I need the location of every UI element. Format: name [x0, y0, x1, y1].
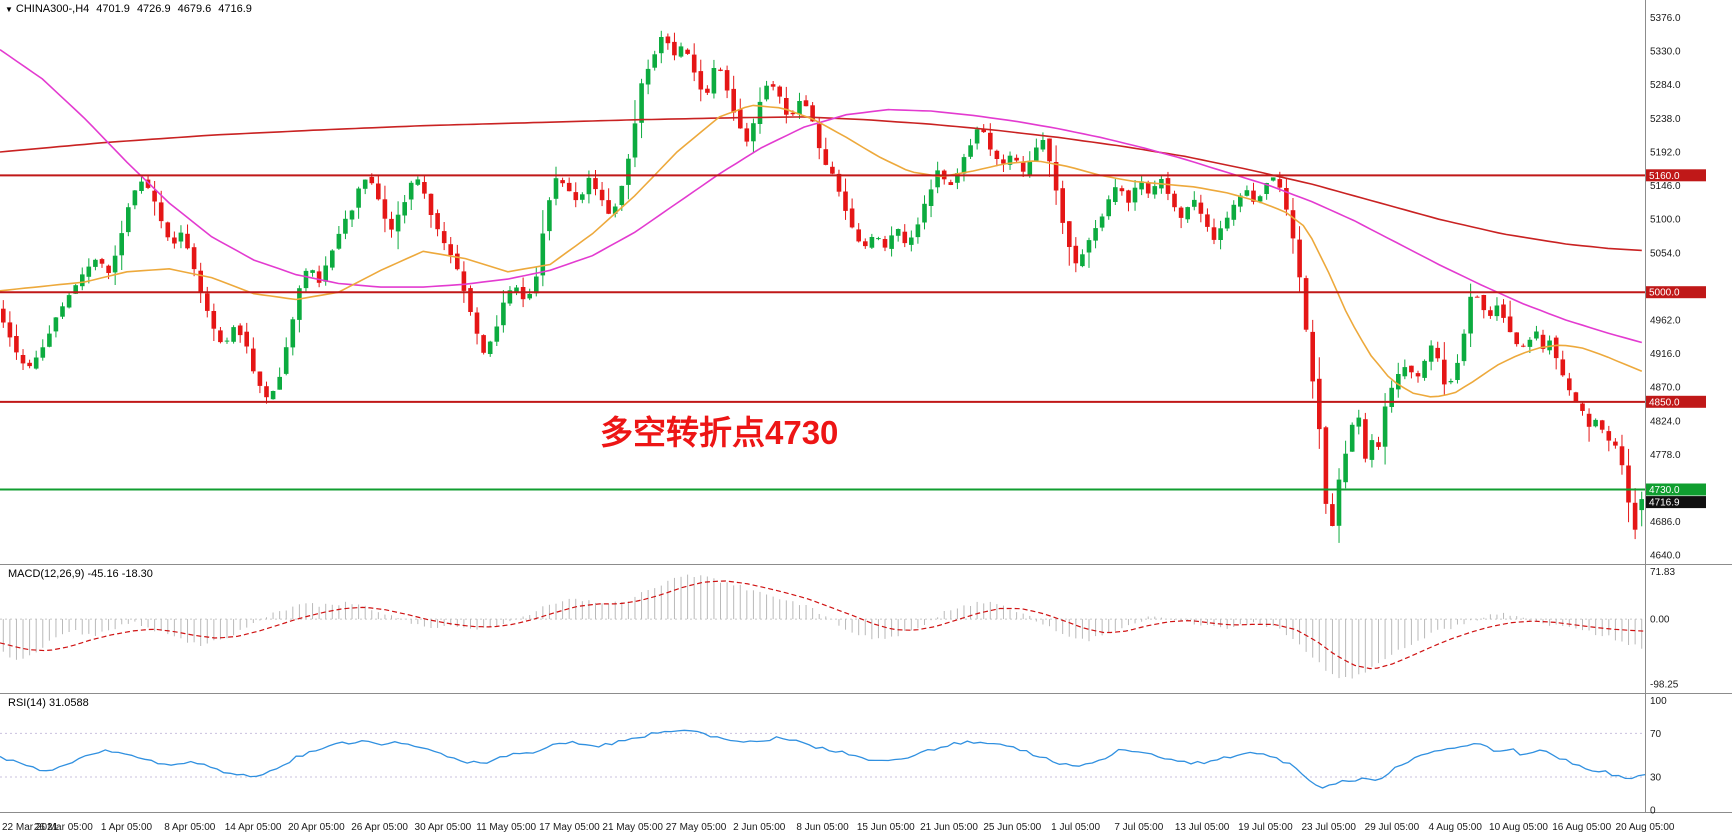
svg-text:5330.0: 5330.0	[1650, 47, 1681, 58]
svg-text:5100.0: 5100.0	[1650, 215, 1681, 226]
svg-text:5160.0: 5160.0	[1649, 171, 1680, 182]
svg-text:8 Apr 05:00: 8 Apr 05:00	[164, 822, 216, 833]
macd-name: MACD(12,26,9)	[8, 568, 85, 580]
svg-text:4640.0: 4640.0	[1650, 551, 1681, 562]
ohlc-close: 4716.9	[218, 3, 252, 15]
svg-text:8 Jun 05:00: 8 Jun 05:00	[796, 822, 849, 833]
svg-text:16 Aug 05:00: 16 Aug 05:00	[1552, 822, 1611, 833]
svg-text:26 Mar 05:00: 26 Mar 05:00	[34, 822, 93, 833]
price-level-badge	[1646, 169, 1706, 182]
candles	[1, 30, 1644, 543]
macd-signal-line	[0, 580, 1644, 670]
svg-text:4824.0: 4824.0	[1650, 416, 1681, 427]
svg-text:20 Apr 05:00: 20 Apr 05:00	[288, 822, 345, 833]
price-level-badge	[1646, 395, 1706, 408]
svg-text:27 May 05:00: 27 May 05:00	[666, 822, 727, 833]
rsi-panel[interactable]: 100 70 30 0	[0, 696, 1667, 816]
ma-slow-red	[0, 116, 1642, 252]
svg-text:26 Apr 05:00: 26 Apr 05:00	[351, 822, 408, 833]
svg-text:22 Mar 2021: 22 Mar 2021	[2, 822, 59, 833]
svg-text:5284.0: 5284.0	[1650, 80, 1681, 91]
svg-text:5238.0: 5238.0	[1650, 114, 1681, 125]
svg-text:13 Jul 05:00: 13 Jul 05:00	[1175, 822, 1230, 833]
svg-text:1 Apr 05:00: 1 Apr 05:00	[101, 822, 153, 833]
panel-splitter[interactable]	[0, 693, 1732, 694]
svg-text:100: 100	[1650, 696, 1667, 707]
svg-text:2 Jun 05:00: 2 Jun 05:00	[733, 822, 786, 833]
price-scale[interactable]: 5376.0 5330.0 5284.0 5238.0 5192.0 5146.0 5100…	[1646, 13, 1706, 562]
symbol-dropdown-icon[interactable]: ▼	[5, 5, 13, 14]
ohlc-open: 4701.9	[96, 3, 130, 15]
svg-text:5146.0: 5146.0	[1650, 181, 1681, 192]
svg-text:30 Apr 05:00: 30 Apr 05:00	[415, 822, 472, 833]
ma-fast-orange	[0, 104, 1643, 398]
svg-text:5192.0: 5192.0	[1650, 148, 1681, 159]
svg-text:5000.0: 5000.0	[1649, 288, 1680, 299]
svg-text:70: 70	[1650, 729, 1662, 740]
svg-text:17 May 05:00: 17 May 05:00	[539, 822, 600, 833]
svg-text:4962.0: 4962.0	[1650, 316, 1681, 327]
rsi-value: 31.0588	[48, 697, 89, 709]
svg-text:7 Jul 05:00: 7 Jul 05:00	[1114, 822, 1163, 833]
panel-splitter[interactable]	[0, 564, 1732, 565]
horizontal-level-lines[interactable]	[0, 174, 1645, 491]
svg-text:4778.0: 4778.0	[1650, 450, 1681, 461]
svg-text:23 Jul 05:00: 23 Jul 05:00	[1301, 822, 1356, 833]
svg-text:14 Apr 05:00: 14 Apr 05:00	[225, 822, 282, 833]
ma-lines	[0, 49, 1643, 398]
svg-text:10 Aug 05:00: 10 Aug 05:00	[1489, 822, 1548, 833]
price-level-badge	[1646, 286, 1706, 299]
svg-text:21 May 05:00: 21 May 05:00	[602, 822, 663, 833]
svg-text:30: 30	[1650, 773, 1662, 784]
panel-splitter[interactable]	[0, 812, 1732, 813]
svg-text:5376.0: 5376.0	[1650, 13, 1681, 24]
svg-text:4 Aug 05:00: 4 Aug 05:00	[1429, 822, 1483, 833]
ma-mid-magenta	[0, 49, 1643, 344]
svg-text:11 May 05:00: 11 May 05:00	[476, 822, 536, 833]
svg-text:1 Jul 05:00: 1 Jul 05:00	[1051, 822, 1100, 833]
svg-text:29 Jul 05:00: 29 Jul 05:00	[1365, 822, 1420, 833]
svg-text:4716.9: 4716.9	[1649, 498, 1680, 509]
svg-text:4850.0: 4850.0	[1649, 397, 1680, 408]
svg-text:25 Jun 05:00: 25 Jun 05:00	[983, 822, 1041, 833]
macd-panel[interactable]: 71.83 0.00 -98.25	[0, 567, 1679, 690]
symbol-period-label: CHINA300-,H4	[15, 3, 90, 15]
annotation-text: 多空转折点4730	[600, 414, 839, 451]
svg-text:15 Jun 05:00: 15 Jun 05:00	[857, 822, 915, 833]
svg-text:4686.0: 4686.0	[1650, 517, 1681, 528]
rsi-line	[0, 729, 1646, 789]
svg-text:20 Aug 05:00: 20 Aug 05:00	[1616, 822, 1675, 833]
svg-text:4730.0: 4730.0	[1649, 485, 1680, 496]
macd-indicator-label: MACD(12,26,9) -45.16 -18.30	[8, 568, 153, 580]
scale-separator	[1645, 0, 1646, 812]
rsi-name: RSI(14)	[8, 697, 46, 709]
svg-text:0: 0	[1650, 805, 1656, 816]
rsi-indicator-label: RSI(14) 31.0588	[8, 697, 89, 709]
svg-text:19 Jul 05:00: 19 Jul 05:00	[1238, 822, 1293, 833]
price-level-badge	[1646, 483, 1706, 496]
svg-text:5054.0: 5054.0	[1650, 248, 1681, 259]
svg-text:4916.0: 4916.0	[1650, 349, 1681, 360]
chart-header: ▼ CHINA300-,H4 4701.9 4726.9 4679.6 4716.9	[5, 3, 259, 15]
svg-text:0.00: 0.00	[1650, 615, 1670, 626]
svg-text:21 Jun 05:00: 21 Jun 05:00	[920, 822, 978, 833]
macd-values: -45.16 -18.30	[87, 568, 153, 580]
svg-text:71.83: 71.83	[1650, 567, 1675, 578]
ohlc-high: 4726.9	[136, 3, 171, 15]
ohlc-low: 4679.6	[177, 3, 212, 15]
svg-text:-98.25: -98.25	[1650, 679, 1679, 690]
current-price-badge	[1646, 496, 1706, 509]
svg-text:4870.0: 4870.0	[1650, 383, 1681, 394]
